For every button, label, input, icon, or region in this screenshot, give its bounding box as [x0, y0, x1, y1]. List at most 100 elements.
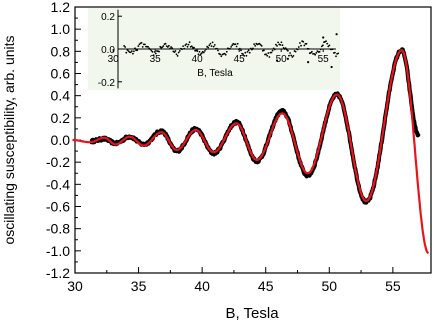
inset-point — [322, 44, 324, 47]
inset-point — [174, 50, 177, 52]
inset-point — [154, 52, 157, 55]
x-tick-label: 30 — [67, 278, 83, 294]
inset-point — [235, 45, 238, 48]
inset-point — [320, 45, 323, 48]
inset-point — [151, 51, 154, 53]
x-axis-label: B, Tesla — [225, 305, 279, 322]
inset-point — [177, 51, 180, 54]
inset-point — [229, 47, 231, 50]
inset-point — [289, 52, 291, 54]
inset-point — [302, 40, 305, 43]
inset-point — [252, 47, 254, 50]
inset-point — [246, 51, 249, 53]
y-tick-label: 1.2 — [51, 0, 71, 15]
inset-point — [132, 52, 134, 55]
inset-point — [162, 45, 165, 47]
inset-outlier-point — [307, 61, 310, 64]
inset-point — [240, 49, 242, 52]
inset-point — [216, 47, 218, 50]
inset-point — [158, 50, 161, 53]
inset-point — [248, 51, 251, 54]
inset-point — [247, 49, 250, 52]
y-tick-label: 0.6 — [51, 66, 71, 82]
inset-point — [213, 44, 216, 46]
inset-point — [150, 49, 153, 52]
inset-point — [263, 49, 265, 52]
inset-point — [277, 41, 279, 44]
inset-point — [265, 53, 267, 56]
inset-point — [319, 48, 322, 51]
inset-point — [153, 51, 156, 53]
inset-point — [138, 43, 141, 46]
inset-point — [280, 41, 283, 44]
inset-point — [176, 55, 179, 57]
inset-point — [198, 50, 201, 53]
inset-point — [125, 51, 128, 54]
inset-point — [326, 42, 329, 45]
inset-point — [253, 43, 256, 45]
y-tick-label: 0.2 — [51, 110, 71, 126]
inset-point — [188, 41, 191, 44]
inset-point — [225, 50, 228, 53]
inset-point — [124, 46, 127, 48]
inset-point — [245, 54, 248, 57]
x-tick-label: 35 — [131, 278, 147, 294]
inset-point — [211, 41, 214, 44]
inset-point — [296, 48, 299, 51]
inset-x-tick-label: 35 — [150, 54, 162, 65]
inset-point — [259, 43, 262, 46]
inset-point — [290, 54, 293, 57]
inset-point — [161, 46, 164, 48]
inset-point — [270, 51, 273, 54]
inset-point — [133, 50, 135, 53]
inset-point — [271, 49, 274, 52]
x-tick-label: 50 — [321, 278, 337, 294]
y-tick-label: 1.0 — [51, 21, 71, 37]
y-tick-label: -1.2 — [46, 265, 70, 281]
inset-point — [285, 48, 288, 51]
inset-point — [260, 45, 263, 47]
inset-point — [219, 53, 222, 56]
inset-point — [152, 54, 155, 57]
inset-point — [287, 49, 289, 52]
inset-outlier-point — [335, 33, 338, 36]
inset-point — [168, 44, 170, 47]
inset-x-tick-label: 30 — [108, 54, 120, 65]
inset-point — [197, 53, 200, 56]
y-tick-label: 0.0 — [51, 132, 71, 148]
inset-point — [335, 55, 337, 58]
inset-point — [170, 46, 173, 48]
y-tick-label: 0.8 — [51, 43, 71, 59]
inset-point — [337, 52, 340, 55]
inset-point — [127, 50, 130, 52]
inset-point — [315, 52, 318, 54]
inset-point — [275, 43, 277, 46]
inset-point — [199, 53, 202, 56]
inset-point — [207, 46, 210, 49]
inset-point — [331, 48, 334, 51]
inset-point — [209, 42, 212, 45]
inset-point — [239, 47, 241, 50]
inset-point — [254, 45, 257, 47]
inset-point — [171, 47, 174, 50]
inset-point — [273, 48, 276, 51]
inset-point — [130, 50, 133, 52]
y-tick-label: 0.4 — [51, 88, 71, 104]
inset-point — [267, 52, 270, 54]
inset-point — [212, 45, 215, 48]
inset-point — [183, 47, 186, 50]
inset-point — [224, 53, 227, 56]
inset-point — [242, 53, 245, 55]
inset-outlier-point — [322, 36, 325, 39]
inset-point — [314, 53, 317, 56]
inset-point — [186, 45, 189, 48]
inset-point — [134, 47, 136, 50]
inset-point — [129, 51, 132, 54]
inset-point — [164, 42, 167, 45]
inset-point — [288, 54, 290, 57]
inset-x-tick-label: 40 — [192, 54, 204, 65]
inset-y-tick-label: -0.2 — [98, 78, 116, 89]
inset-point — [292, 55, 295, 57]
inset-point — [276, 45, 278, 47]
